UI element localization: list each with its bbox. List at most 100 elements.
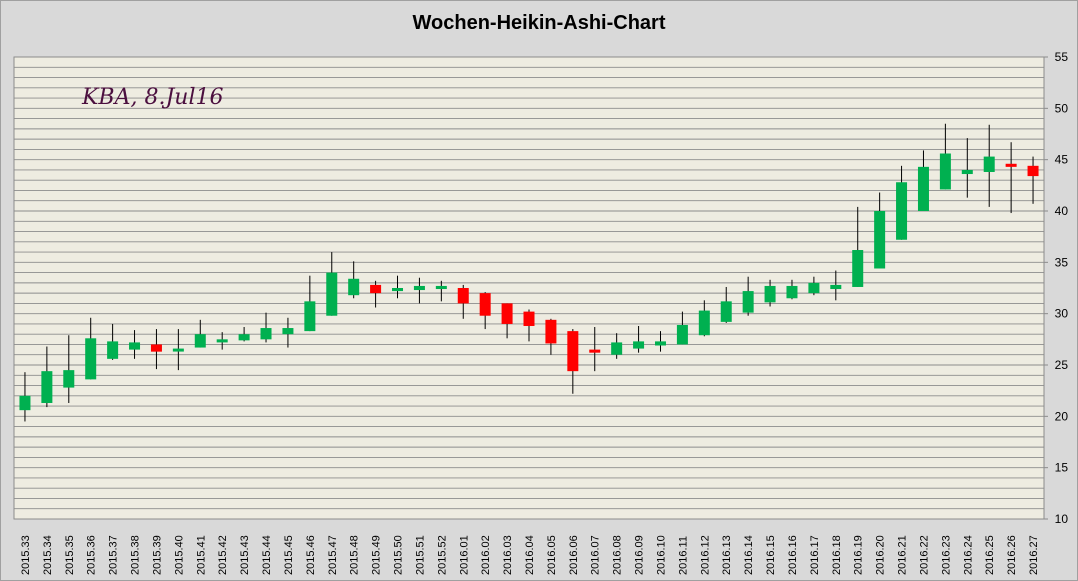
- x-tick-label: 2015.51: [414, 535, 426, 575]
- candle: [961, 138, 973, 198]
- candle: [1005, 142, 1017, 214]
- x-tick-label: 2015.47: [327, 535, 339, 575]
- candle-body-up: [19, 395, 31, 411]
- candle-body-up: [896, 182, 908, 240]
- x-tick-label: 2015.42: [217, 535, 229, 575]
- candle-body-up: [85, 338, 97, 380]
- candle: [370, 280, 382, 308]
- candle: [764, 279, 776, 307]
- candle: [567, 329, 579, 394]
- x-tick-label: 2016.04: [524, 535, 536, 575]
- candle-body-down: [1005, 163, 1017, 167]
- x-tick-label: 2016.26: [1006, 535, 1018, 575]
- candle: [63, 335, 75, 403]
- candle-body-up: [194, 334, 206, 348]
- candle: [896, 165, 908, 240]
- x-tick-label: 2015.43: [239, 535, 251, 575]
- candle: [348, 261, 360, 299]
- candle-body-up: [720, 301, 732, 322]
- x-tick-label: 2016.16: [787, 535, 799, 575]
- x-tick-label: 2015.35: [64, 535, 76, 575]
- candle: [479, 292, 491, 330]
- candle-body-up: [129, 342, 141, 350]
- candle: [19, 372, 31, 422]
- candle-body-down: [545, 319, 557, 344]
- y-tick-label: 20: [1055, 409, 1069, 423]
- candle-body-up: [304, 301, 316, 332]
- x-tick-label: 2016.11: [677, 536, 689, 575]
- x-tick-label: 2016.14: [743, 535, 755, 575]
- candle-body-up: [983, 156, 995, 172]
- candle-body-up: [874, 211, 886, 269]
- x-tick-label: 2016.24: [962, 535, 974, 575]
- candle: [742, 276, 754, 316]
- x-tick-label: 2016.15: [765, 535, 777, 575]
- candle-body-down: [370, 284, 382, 294]
- x-tick-label: 2015.44: [261, 535, 273, 575]
- candle-body-up: [172, 348, 184, 352]
- candle: [85, 317, 97, 380]
- candle: [808, 276, 820, 296]
- x-tick-label: 2015.50: [393, 535, 405, 575]
- x-tick-label: 2015.38: [130, 535, 142, 575]
- x-tick-label: 2015.37: [108, 535, 120, 575]
- candle-body-up: [808, 282, 820, 294]
- x-tick-label: 2016.09: [634, 535, 646, 575]
- candle-body-up: [611, 342, 623, 355]
- x-tick-label: 2015.49: [371, 535, 383, 575]
- x-tick-label: 2016.13: [721, 535, 733, 575]
- candle: [676, 311, 688, 345]
- x-tick-label: 2015.46: [305, 535, 317, 575]
- x-tick-label: 2015.45: [283, 535, 295, 575]
- y-tick-label: 15: [1055, 461, 1069, 475]
- x-tick-label: 2016.25: [984, 535, 996, 575]
- x-tick-label: 2016.20: [875, 535, 887, 575]
- candle: [392, 275, 404, 299]
- candle-body-up: [633, 341, 645, 349]
- candle-body-up: [676, 324, 688, 345]
- candle: [589, 327, 601, 372]
- x-axis: 2015.33 2015.34 2015.35 2015.36 2015.37 2015.…: [20, 535, 1040, 575]
- candle-body-up: [260, 328, 272, 340]
- candle: [326, 252, 338, 316]
- candle-body-up: [413, 285, 425, 291]
- candle: [172, 329, 184, 371]
- y-tick-label: 35: [1055, 255, 1069, 269]
- x-tick-label: 2016.10: [655, 535, 667, 575]
- x-tick-label: 2015.33: [20, 535, 32, 575]
- candle-body-up: [238, 334, 250, 341]
- candle: [830, 270, 842, 301]
- x-tick-label: 2016.07: [590, 535, 602, 575]
- candle-body-down: [479, 293, 491, 316]
- candle: [304, 275, 316, 332]
- candle-body-up: [939, 153, 951, 190]
- candle-body-up: [852, 250, 864, 287]
- y-tick-label: 40: [1055, 204, 1069, 218]
- x-tick-label: 2015.40: [173, 535, 185, 575]
- x-tick-label: 2016.22: [918, 535, 930, 575]
- candle: [654, 331, 666, 352]
- plot-area: [13, 56, 1045, 520]
- candle-body-up: [830, 284, 842, 290]
- x-tick-label: 2016.18: [831, 535, 843, 575]
- candle-body-up: [786, 285, 798, 299]
- candle: [874, 192, 886, 269]
- candle: [1027, 156, 1039, 204]
- candle: [216, 332, 228, 350]
- x-tick-label: 2015.52: [436, 535, 448, 575]
- candle: [983, 124, 995, 207]
- candle-body-up: [326, 272, 338, 316]
- candle-body-up: [392, 288, 404, 292]
- candle-body-up: [348, 278, 360, 296]
- candle-body-down: [150, 344, 162, 352]
- candle: [939, 123, 951, 190]
- candle-body-up: [742, 291, 754, 313]
- x-tick-label: 2015.48: [349, 535, 361, 575]
- candle-body-down: [457, 288, 469, 304]
- x-tick-label: 2016.17: [809, 535, 821, 575]
- x-tick-label: 2016.23: [940, 535, 952, 575]
- y-tick-label: 25: [1055, 358, 1069, 372]
- candle: [129, 330, 141, 359]
- candle-body-up: [698, 310, 710, 336]
